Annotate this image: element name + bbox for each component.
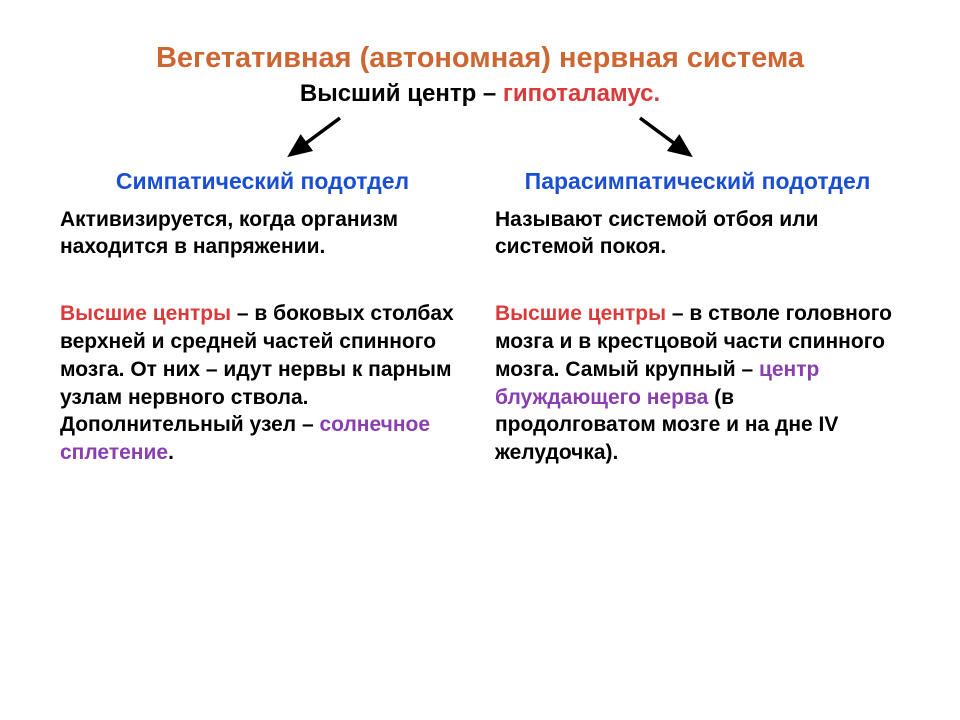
subtitle-value: гипоталамус. (503, 80, 660, 107)
right-paragraph-1: Называют системой отбоя или системой пок… (495, 206, 900, 261)
left-paragraph-1: Активизируется, когда организм находится… (60, 206, 465, 261)
left-p2-tail: . (168, 441, 174, 464)
right-column: Парасимпатический подотдел Называют сист… (495, 168, 900, 467)
main-title: Вегетативная (автономная) нервная систем… (60, 40, 900, 76)
arrow-right-icon (620, 113, 710, 168)
left-paragraph-2: Высшие центры – в боковых столбах верхне… (60, 300, 465, 466)
slide: Вегетативная (автономная) нервная систем… (0, 0, 960, 720)
subtitle-label: Высший центр – (300, 80, 503, 107)
columns: Симпатический подотдел Активизируется, к… (60, 168, 900, 467)
subtitle: Высший центр – гипоталамус. (60, 80, 900, 108)
right-paragraph-2: Высшие центры – в стволе головного мозга… (495, 300, 900, 466)
branch-arrows (60, 108, 900, 168)
right-heading: Парасимпатический подотдел (495, 168, 900, 196)
left-p2-lead: Высшие центры (60, 302, 231, 325)
arrow-left-icon (270, 113, 360, 168)
left-heading: Симпатический подотдел (60, 168, 465, 196)
left-column: Симпатический подотдел Активизируется, к… (60, 168, 465, 467)
right-p2-lead: Высшие центры (495, 302, 666, 325)
